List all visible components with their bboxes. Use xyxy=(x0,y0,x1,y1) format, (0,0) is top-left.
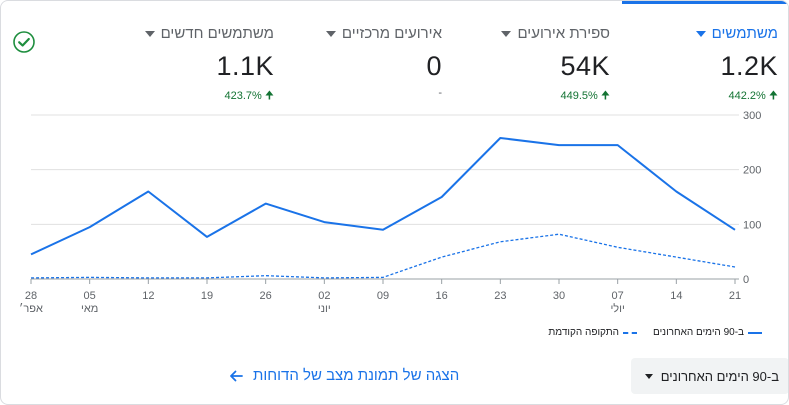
x-tick-label: 07 xyxy=(612,290,624,302)
view-reports-snapshot-link[interactable]: הצגה של תמונת מצב של הדוחות xyxy=(229,367,459,384)
metric-delta: 423.7% 🠉 xyxy=(224,90,274,102)
x-tick-label: 16 xyxy=(436,290,448,302)
series-line-current xyxy=(30,137,736,256)
x-tick-label: 09 xyxy=(377,290,389,302)
y-tick-label: 100 xyxy=(743,219,761,231)
metric-tab-event-count[interactable]: ספירת אירועים 54K 449.5% 🠉 xyxy=(454,1,622,105)
x-tick-label: 05 xyxy=(84,290,96,302)
arrow-up-icon: 🠉 xyxy=(600,90,610,102)
metric-value: 1.1K xyxy=(216,51,274,81)
x-tick-month-label: יוני xyxy=(318,303,331,315)
metric-tab-key-events[interactable]: אירועים מרכזיים 0 - xyxy=(286,1,454,105)
x-tick-label: 02 xyxy=(318,290,330,302)
caret-down-icon xyxy=(325,30,336,37)
metric-value: 1.2K xyxy=(720,51,778,81)
metric-delta: 442.2% 🠉 xyxy=(728,90,778,102)
metric-title: ספירת אירועים xyxy=(501,25,610,42)
metric-value: 0 xyxy=(426,51,442,81)
caret-down-icon xyxy=(695,30,706,37)
metric-delta: - xyxy=(438,87,442,99)
metric-title: משתמשים חדשים xyxy=(144,25,274,42)
metric-delta: 449.5% 🠉 xyxy=(560,90,610,102)
y-tick-label: 300 xyxy=(743,110,761,122)
legend-item-current: ב-90 הימים האחרונים xyxy=(653,327,762,338)
caret-down-icon xyxy=(144,30,155,37)
x-tick-label: 30 xyxy=(553,290,565,302)
x-tick-month-label: יולי xyxy=(610,302,624,315)
legend-item-previous: התקופה הקודמת xyxy=(548,327,637,338)
x-tick-label: 12 xyxy=(142,290,154,302)
solid-line-swatch-icon xyxy=(748,331,762,334)
x-tick-month-label: מאי xyxy=(81,303,98,315)
caret-down-icon xyxy=(645,373,653,379)
date-range-label: ב-90 הימים האחרונים xyxy=(660,368,779,384)
arrow-left-icon xyxy=(230,370,243,381)
arrow-up-icon: 🠉 xyxy=(768,90,778,102)
snapshot-link-label: הצגה של תמונת מצב של הדוחות xyxy=(253,367,460,384)
x-tick-label: 23 xyxy=(494,290,506,302)
dashed-line-swatch-icon xyxy=(623,331,637,334)
chart-legend: ב-90 הימים האחרונים התקופה הקודמת xyxy=(548,327,762,338)
metric-value: 54K xyxy=(560,51,610,81)
check-circle-icon xyxy=(13,31,35,53)
x-tick-label: 14 xyxy=(670,290,682,302)
metric-tab-users[interactable]: משתמשים 1.2K 442.2% 🠉 xyxy=(622,1,788,105)
x-tick-label: 28 xyxy=(25,290,37,302)
caret-down-icon xyxy=(501,30,512,37)
metric-tab-new-users[interactable]: משתמשים חדשים 1.1K 423.7% 🠉 xyxy=(118,1,286,105)
metric-title: אירועים מרכזיים xyxy=(325,25,442,42)
x-tick-label: 19 xyxy=(201,290,213,302)
x-tick-label: 21 xyxy=(729,290,741,302)
arrow-up-icon: 🠉 xyxy=(264,90,274,102)
metric-title: משתמשים xyxy=(695,25,778,42)
x-tick-month-label: אפר׳ xyxy=(19,302,43,315)
y-tick-label: 0 xyxy=(743,274,749,286)
x-tick-label: 26 xyxy=(260,290,272,302)
date-range-dropdown[interactable]: ב-90 הימים האחרונים xyxy=(631,358,788,394)
series-line-previous xyxy=(30,233,736,279)
y-tick-label: 200 xyxy=(743,165,761,177)
